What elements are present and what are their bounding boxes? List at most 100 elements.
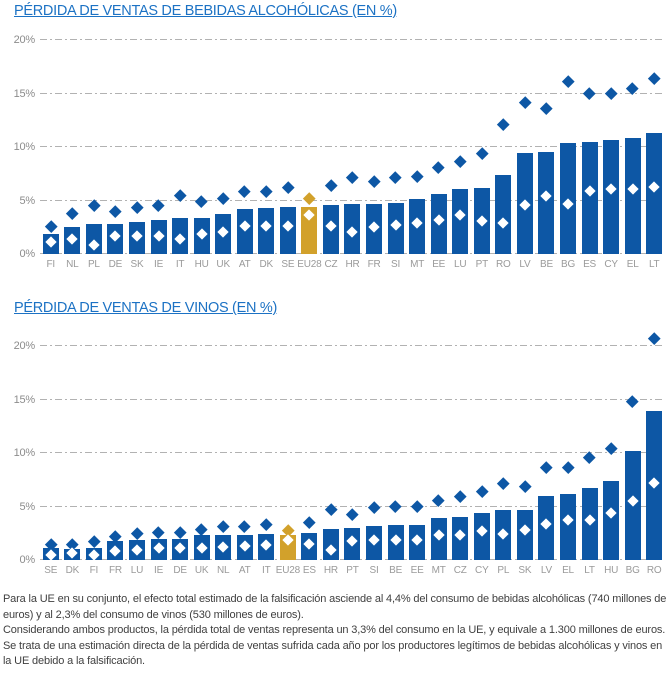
xlabel-PL: PL [87, 259, 100, 270]
upper-bound-diamond-SI [368, 501, 381, 514]
upper-bound-diamond-FI [44, 220, 57, 233]
slot-LV: LV [514, 40, 536, 270]
xlabel-BG: BG [560, 259, 576, 270]
xlabel-PT: PT [346, 565, 359, 576]
xlabel-PL: PL [497, 565, 510, 576]
xlabel-CZ: CZ [453, 565, 467, 576]
wine-chart-title[interactable]: PÉRDIDA DE VENTAS DE VINOS (EN %) [14, 300, 277, 316]
bar-EU28 [301, 206, 318, 254]
ytick-5%: 5% [19, 500, 36, 513]
xlabel-DE: DE [173, 565, 187, 576]
slot-PL: PL [83, 40, 105, 270]
gridline-5% [40, 199, 665, 201]
slot-IT: IT [256, 346, 278, 576]
slot-IT: IT [169, 40, 191, 270]
upper-bound-diamond-ES [583, 87, 596, 100]
gridline-5% [40, 505, 665, 507]
slot-EU28: EU28 [276, 346, 300, 576]
xlabel-HR: HR [323, 565, 338, 576]
slot-CY: CY [471, 346, 493, 576]
xlabel-NL: NL [66, 259, 79, 270]
xlabel-BG: BG [625, 565, 640, 576]
xlabel-BE: BE [389, 565, 403, 576]
upper-bound-diamond-SI [389, 170, 402, 183]
upper-bound-diamond-CZ [324, 179, 337, 192]
slot-EL: EL [622, 40, 644, 270]
upper-bound-diamond-AT [238, 519, 251, 532]
xlabel-HU: HU [194, 259, 209, 270]
xlabel-SI: SI [369, 565, 379, 576]
slot-AT: AT [234, 40, 256, 270]
slot-PT: PT [342, 346, 364, 576]
xlabel-DK: DK [259, 259, 274, 270]
slot-SE: SE [40, 346, 62, 576]
xlabel-SE: SE [281, 259, 295, 270]
slot-HR: HR [342, 40, 364, 270]
xlabel-MT: MT [410, 259, 425, 270]
bar-ES [581, 141, 598, 254]
bar-RO [495, 174, 512, 254]
slot-EU28: EU28 [297, 40, 322, 270]
gridline-20% [40, 39, 665, 40]
xlabel-ES: ES [583, 259, 597, 270]
upper-bound-diamond-HU [605, 442, 618, 455]
upper-bound-diamond-IE [152, 526, 165, 539]
upper-bound-diamond-BG [626, 395, 639, 408]
xlabel-BE: BE [539, 259, 553, 270]
slot-AT: AT [234, 346, 256, 576]
xlabel-CY: CY [475, 565, 489, 576]
slot-LU: LU [126, 346, 148, 576]
xlabel-HU: HU [604, 565, 619, 576]
slot-SE: SE [277, 40, 299, 270]
xlabel-EL: EL [562, 565, 574, 576]
upper-bound-diamond-RO [648, 332, 661, 345]
xlabel-SI: SI [391, 259, 401, 270]
xlabel-NL: NL [216, 565, 230, 576]
slot-BE: BE [385, 346, 407, 576]
bar-LU [452, 188, 469, 254]
wine-chart-section: PÉRDIDA DE VENTAS DE VINOS (EN %) 0% 5% 10… [0, 276, 672, 582]
upper-bound-diamond-ES [303, 516, 316, 529]
ytick-15%: 15% [13, 393, 36, 406]
footer-notes: Para la UE en su conjunto, el efecto tot… [3, 592, 667, 670]
upper-bound-diamond-CY [605, 87, 618, 100]
slot-ES: ES [299, 346, 321, 576]
slot-DE: DE [169, 346, 191, 576]
slot-LV: LV [536, 346, 558, 576]
upper-bound-diamond-CZ [454, 489, 467, 502]
upper-bound-diamond-LV [518, 96, 531, 109]
upper-bound-diamond-PT [346, 507, 359, 521]
upper-bound-diamond-LT [648, 72, 661, 85]
upper-bound-diamond-RO [497, 118, 510, 131]
upper-bound-diamond-DE [109, 205, 122, 218]
slot-BG: BG [622, 346, 644, 576]
upper-bound-diamond-PL [87, 198, 100, 211]
upper-bound-diamond-BE [540, 102, 553, 115]
upper-bound-diamond-FR [368, 175, 381, 188]
xlabel-FI: FI [89, 565, 99, 576]
slot-CY: CY [600, 40, 622, 270]
xlabel-AT: AT [238, 565, 251, 576]
ytick-20%: 20% [13, 340, 36, 352]
footer-paragraph-2: Considerando ambos productos, la pérdida… [3, 624, 666, 637]
bar-LT [646, 133, 663, 254]
upper-bound-diamond-BE [389, 500, 402, 513]
upper-bound-diamond-DK [260, 184, 273, 197]
alcohol-chart-title[interactable]: PÉRDIDA DE VENTAS DE BEBIDAS ALCOHÓLICAS… [14, 3, 397, 19]
slot-NL: NL [212, 346, 234, 576]
upper-bound-diamond-LV [540, 460, 553, 473]
alcohol-chart-plot: 0% 5% 10% 15% 20% FI NL PL DE SK IE IT HU UK AT DK SE EU2… [14, 34, 665, 270]
slot-SI: SI [363, 346, 385, 576]
xlabel-EU28: EU28 [297, 259, 322, 270]
upper-bound-diamond-EU28 [303, 192, 316, 205]
slot-HR: HR [320, 346, 342, 576]
upper-bound-diamond-BG [561, 75, 575, 88]
slot-LU: LU [449, 40, 471, 270]
xlabel-SK: SK [130, 259, 144, 270]
slot-NL: NL [62, 40, 84, 270]
xlabel-FI: FI [46, 259, 56, 270]
upper-bound-diamond-SK [130, 200, 143, 213]
footer-paragraph-3: Se trata de una estimación directa de la… [3, 639, 663, 668]
upper-bound-diamond-HU [195, 195, 208, 208]
slot-RO: RO [643, 332, 665, 576]
